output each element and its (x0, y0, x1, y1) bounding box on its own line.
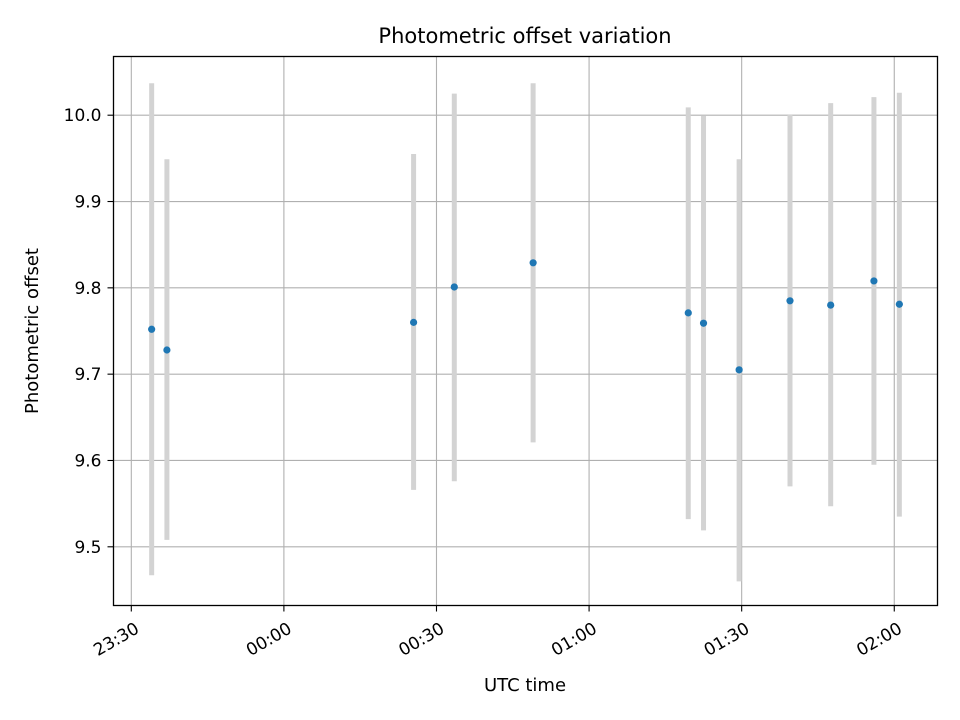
x-tick-label: 23:30 (90, 619, 142, 661)
data-point (148, 325, 156, 333)
data-point (163, 346, 171, 354)
y-tick-label: 9.8 (74, 279, 101, 299)
y-axis: 9.5 9.6 9.7 9.8 9.9 10.0 (64, 106, 114, 558)
x-tick-label: 01:00 (548, 619, 600, 661)
y-tick-label: 9.6 (74, 451, 101, 471)
y-tick-label: 9.9 (74, 193, 101, 213)
x-tick-label: 00:30 (396, 619, 448, 661)
x-tick-label: 00:00 (243, 619, 295, 661)
grid (113, 56, 938, 606)
data-point (409, 318, 418, 326)
data-point (699, 319, 708, 327)
x-tick-label: 02:00 (853, 619, 905, 661)
data-point (786, 297, 794, 305)
y-axis-label: Photometric offset (22, 248, 43, 414)
y-tick-label: 9.7 (74, 365, 101, 385)
plot-frame (112, 55, 939, 607)
data-point (529, 259, 537, 267)
data-point (450, 283, 458, 291)
data-point (870, 277, 878, 285)
x-axis-label: UTC time (484, 675, 566, 696)
error-bars (149, 83, 902, 582)
data-point (895, 300, 903, 308)
x-axis: 23:30 00:00 00:30 01:00 01:30 02:00 (90, 605, 906, 661)
data-point (827, 301, 835, 309)
chart-title: Photometric offset variation (378, 24, 671, 48)
y-tick-label: 9.5 (74, 538, 101, 558)
data-point (735, 366, 743, 374)
x-tick-label: 01:30 (701, 619, 753, 661)
data-points (148, 259, 903, 374)
data-point (684, 309, 692, 317)
y-tick-label: 10.0 (64, 106, 102, 126)
